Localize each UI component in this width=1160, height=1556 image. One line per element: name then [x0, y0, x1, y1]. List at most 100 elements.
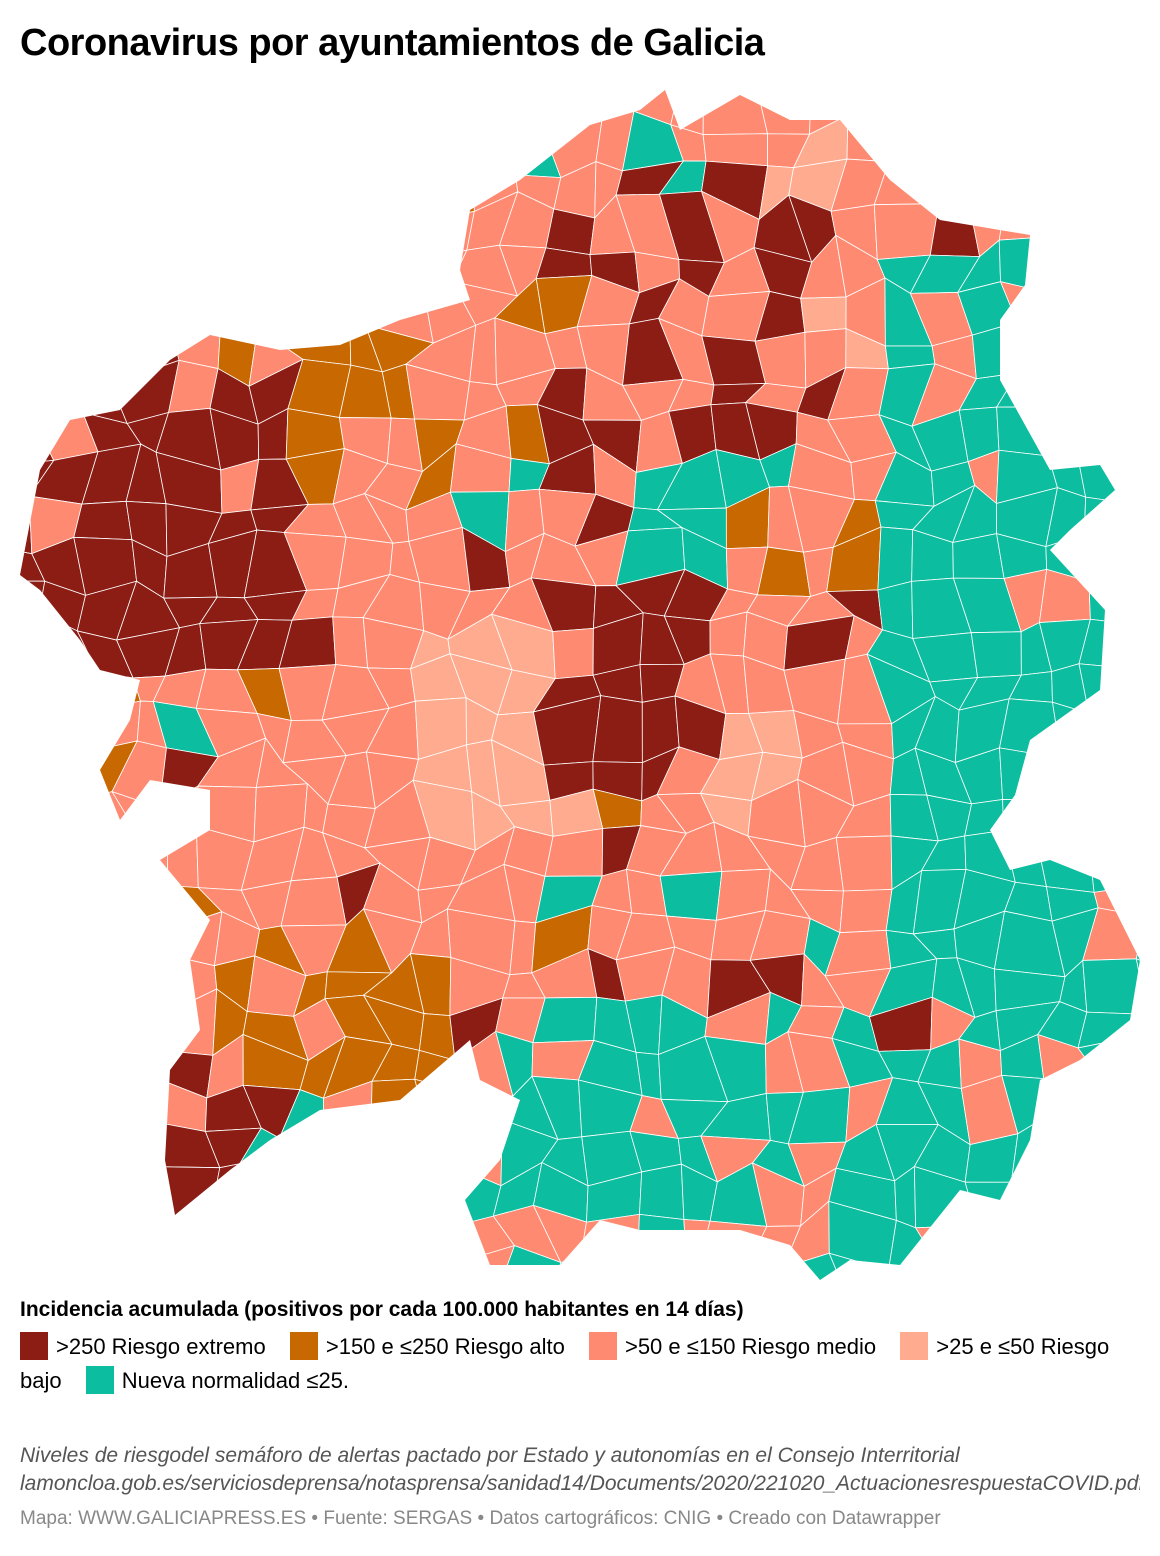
municipality	[1094, 1125, 1140, 1168]
municipality	[1095, 152, 1135, 221]
municipality	[910, 90, 970, 115]
municipality	[285, 255, 346, 304]
municipality	[953, 1249, 1020, 1280]
municipality	[1077, 417, 1140, 469]
municipality	[204, 277, 264, 324]
municipality	[290, 1167, 346, 1220]
municipality	[114, 822, 169, 887]
municipality	[153, 1287, 207, 1290]
municipality	[26, 175, 87, 208]
municipality	[120, 954, 176, 1010]
municipality	[20, 880, 46, 936]
municipality	[114, 874, 181, 927]
municipality	[47, 280, 95, 333]
municipality	[1016, 321, 1060, 385]
municipality	[238, 1201, 306, 1243]
municipality	[702, 90, 769, 136]
legend-item: Nueva normalidad ≤25.	[85, 1366, 349, 1394]
municipality	[911, 1259, 961, 1280]
legend-title: Incidencia acumulada (positivos por cada…	[20, 1298, 744, 1321]
municipality	[1055, 113, 1104, 156]
municipality	[1136, 1013, 1140, 1045]
municipality	[1140, 490, 1160, 553]
municipality	[414, 1049, 466, 1094]
municipality	[490, 108, 562, 179]
municipality	[599, 90, 635, 115]
note: lamoncloa.gob.es/serviciosdeprensa/notas…	[20, 1472, 1140, 1495]
municipality	[414, 1246, 470, 1280]
municipality	[1100, 218, 1139, 258]
municipality	[683, 1258, 711, 1280]
legend-swatch	[85, 1366, 114, 1394]
municipality	[20, 1254, 56, 1280]
municipality	[408, 149, 475, 219]
municipality	[364, 213, 435, 260]
municipality	[877, 526, 914, 591]
municipality	[133, 191, 177, 243]
municipality	[1036, 329, 1098, 385]
municipality	[28, 996, 99, 1057]
legend-swatch	[588, 1332, 617, 1360]
municipality	[1047, 365, 1096, 419]
municipality	[136, 989, 176, 1060]
legend-item: >250 Riesgo extremo	[20, 1332, 266, 1360]
municipality	[238, 170, 301, 214]
municipality	[1088, 581, 1140, 624]
municipality	[320, 275, 376, 326]
municipality	[83, 872, 130, 917]
municipality	[20, 1124, 37, 1174]
municipality	[449, 118, 517, 176]
municipality	[873, 203, 940, 260]
municipality	[20, 90, 46, 124]
municipality	[580, 1256, 638, 1280]
municipality	[336, 1255, 368, 1280]
municipality	[197, 1287, 266, 1290]
municipality	[1123, 194, 1140, 255]
municipality	[953, 1202, 1020, 1261]
municipality	[1052, 701, 1100, 759]
municipality	[237, 114, 301, 173]
municipality	[295, 1240, 338, 1280]
municipality	[1053, 235, 1105, 295]
municipality	[72, 1122, 136, 1183]
municipality	[683, 1219, 711, 1268]
municipality	[1035, 799, 1100, 837]
municipality	[365, 1246, 422, 1280]
municipality	[34, 246, 87, 289]
municipality	[239, 1163, 299, 1228]
municipality	[409, 1169, 466, 1226]
municipality	[160, 155, 205, 208]
municipality	[278, 1132, 346, 1177]
municipality	[699, 1254, 754, 1280]
municipality	[20, 417, 55, 466]
municipality	[74, 120, 138, 179]
municipality	[162, 988, 218, 1056]
municipality	[194, 206, 250, 237]
municipality	[115, 1166, 175, 1227]
municipality	[69, 672, 141, 716]
municipality	[20, 1157, 52, 1224]
legend-swatch	[20, 1332, 48, 1360]
municipality	[320, 255, 377, 280]
municipality	[115, 1223, 175, 1249]
municipality	[20, 758, 48, 810]
municipality	[335, 117, 374, 178]
municipality	[1048, 1166, 1104, 1220]
municipality	[929, 203, 981, 258]
municipality	[287, 149, 342, 205]
municipality	[206, 1241, 267, 1280]
municipality	[72, 359, 128, 425]
municipality	[453, 1119, 503, 1187]
municipality	[365, 1207, 422, 1259]
legend-item: >150 e ≤250 Riesgo alto	[289, 1332, 565, 1360]
municipality	[89, 954, 139, 1008]
municipality	[995, 372, 1060, 408]
municipality	[130, 1122, 165, 1183]
municipality	[50, 1205, 87, 1257]
municipality	[258, 277, 289, 347]
municipality	[1047, 406, 1096, 461]
municipality	[167, 911, 223, 967]
municipality	[20, 611, 40, 670]
municipality	[70, 1207, 141, 1256]
legend-label: >25 e ≤50 Riesgo bajo	[20, 1334, 1110, 1393]
